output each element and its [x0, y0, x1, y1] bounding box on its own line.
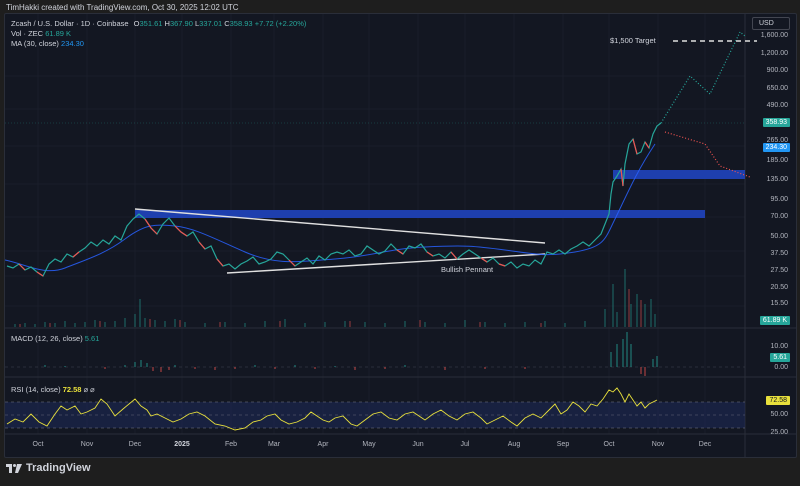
- ma-price-badge: 234.30: [762, 143, 790, 152]
- ma-legend: MA (30, close) 234.30: [11, 39, 84, 48]
- ohlc-legend: Zcash / U.S. Dollar · 1D · Coinbase O351…: [11, 19, 307, 28]
- macd-legend: MACD (12, 26, close) 5.61: [11, 334, 100, 343]
- macd-histogram: [44, 332, 658, 376]
- volume-legend: Vol · ZEC 61.89 K: [11, 29, 72, 38]
- target-annotation[interactable]: $1,500 Target: [610, 36, 656, 45]
- resistance-zone: [135, 210, 705, 218]
- support-zone: [613, 170, 745, 179]
- pennant-upper-line: [134, 208, 546, 244]
- chart-panel[interactable]: Zcash / U.S. Dollar · 1D · Coinbase O351…: [4, 13, 797, 458]
- bearish-projection: [664, 131, 751, 178]
- macd-badge: 5.61: [770, 353, 790, 362]
- rsi-value: 72.58: [62, 385, 82, 394]
- grid-lines: [5, 14, 745, 434]
- volume-bars: [14, 269, 656, 327]
- low-value: 337.01: [199, 19, 223, 28]
- pennant-lower-line: [226, 253, 546, 274]
- close-value: 358.93: [229, 19, 253, 28]
- rsi-legend: RSI (14, close) 72.58 ⌀ ⌀: [11, 385, 95, 394]
- rsi-badge: 72.58: [766, 396, 790, 405]
- price-chart-canvas[interactable]: [5, 14, 797, 458]
- change-value: +7.72 (+2.20%): [254, 19, 307, 28]
- time-axis[interactable]: Oct Nov Dec 2025 Feb Mar Apr May Jun Jul…: [32, 441, 712, 448]
- high-value: 367.90: [169, 19, 193, 28]
- tradingview-logo-text: TradingView: [26, 462, 91, 474]
- price-axis[interactable]: USD 1,600.00 1,200.00 900.00 650.00 490.…: [744, 14, 796, 436]
- volume-badge: 61.89 K: [759, 316, 790, 325]
- pennant-annotation[interactable]: Bullish Pennant: [441, 265, 494, 274]
- tradingview-logo[interactable]: TradingView: [6, 462, 91, 474]
- last-price-badge: 358.93: [762, 118, 790, 127]
- symbol-label[interactable]: Zcash / U.S. Dollar · 1D · Coinbase: [11, 19, 129, 28]
- volume-value: 61.89 K: [45, 29, 72, 38]
- candles: [6, 122, 662, 277]
- macd-value: 5.61: [84, 334, 100, 343]
- chart-credit: TimHakki created with TradingView.com, O…: [6, 3, 239, 12]
- ma-line: [5, 143, 656, 272]
- currency-button[interactable]: USD: [752, 17, 790, 30]
- bullish-projection: [660, 31, 746, 124]
- ma-value: 234.30: [61, 39, 84, 48]
- open-value: 351.61: [139, 19, 163, 28]
- rsi-line: [6, 387, 658, 431]
- tradingview-logo-icon: [6, 463, 22, 473]
